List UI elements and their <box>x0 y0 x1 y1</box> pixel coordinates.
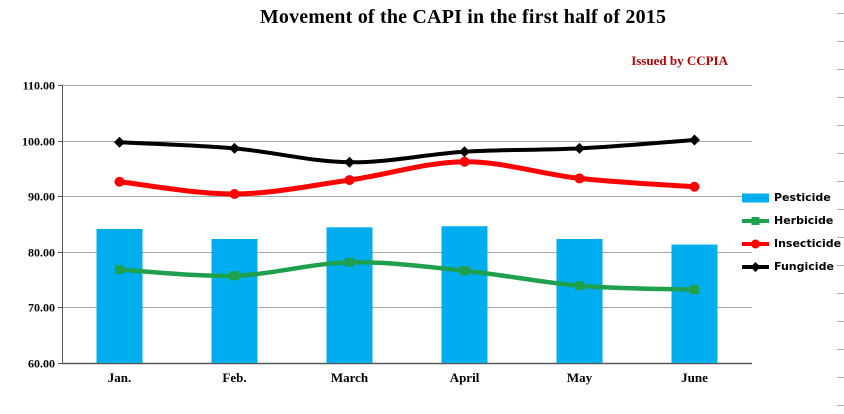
y-tick-label: 90.00 <box>28 190 55 204</box>
herbicide-marker-1 <box>230 271 239 281</box>
bar-pesticide-3 <box>441 226 488 363</box>
y-axis-labels: 60.00 70.00 80.00 90.00 100.00 110.00 <box>22 79 55 371</box>
fungicide-marker-3 <box>459 146 470 158</box>
y-tick-label: 110.00 <box>23 79 55 93</box>
chart-title: Movement of the CAPI in the first half o… <box>259 6 667 28</box>
bar-pesticide-2 <box>326 227 373 363</box>
x-tick-label: Jan. <box>108 370 131 385</box>
x-tick-label: March <box>331 370 369 385</box>
fungicide-marker-1 <box>229 142 240 154</box>
insecticide-marker-5 <box>689 181 700 192</box>
y-tick-label: 100.00 <box>22 135 55 149</box>
y-tick-label: 70.00 <box>28 301 55 315</box>
herbicide-marker-5 <box>690 285 699 295</box>
insecticide-line-path <box>117 159 697 197</box>
y-tick-label: 60.00 <box>28 357 55 371</box>
line-herbicide <box>115 257 699 295</box>
x-tick-label: June <box>681 370 708 385</box>
herbicide-marker-2 <box>345 257 354 267</box>
bar-pesticide-1 <box>211 239 258 363</box>
x-tick-label: April <box>450 370 480 385</box>
y-gridlines <box>58 85 752 365</box>
bar-pesticide-4 <box>556 239 603 363</box>
x-tick-label: May <box>567 370 593 385</box>
legend-item-herbicide: Herbicide <box>741 209 841 232</box>
x-axis-labels: Jan. Feb. March April May June <box>108 370 708 385</box>
legend-item-insecticide: Insecticide <box>741 232 841 255</box>
legend-item-pesticide: Pesticide <box>741 186 841 209</box>
herbicide-marker-4 <box>575 281 584 291</box>
herbicide-line-swatch-icon <box>742 216 769 225</box>
bar-pesticide-0 <box>96 229 143 363</box>
fungicide-marker-4 <box>574 142 585 154</box>
herbicide-marker-0 <box>115 265 124 275</box>
line-fungicide <box>114 134 700 168</box>
legend-label-herbicide: Herbicide <box>774 214 834 227</box>
fungicide-marker-0 <box>114 136 125 148</box>
herbicide-line-path <box>117 260 697 292</box>
insecticide-marker-2 <box>344 175 355 186</box>
legend-label-insecticide: Insecticide <box>774 237 842 250</box>
insecticide-marker-1 <box>229 188 240 199</box>
herbicide-marker-3 <box>460 266 469 276</box>
insecticide-marker-4 <box>574 173 585 184</box>
x-tick-label: Feb. <box>222 370 246 385</box>
fungicide-marker-5 <box>689 134 700 146</box>
line-insecticide <box>114 156 700 199</box>
fungicide-line-swatch-icon <box>742 261 769 272</box>
legend-item-fungicide: Fungicide <box>741 255 841 278</box>
issued-by-note: Issued by CCPIA <box>631 53 728 68</box>
chart-legend: Pesticide Herbicide Insecticide Fungicid… <box>741 186 841 278</box>
bar-pesticide-5 <box>671 244 718 363</box>
insecticide-marker-3 <box>459 156 470 167</box>
pesticide-bar-swatch-icon <box>742 193 769 202</box>
bars-pesticide <box>96 226 718 363</box>
y-tick-label: 80.00 <box>28 246 55 260</box>
insecticide-marker-0 <box>114 176 125 187</box>
insecticide-line-swatch-icon <box>742 239 769 248</box>
legend-label-fungicide: Fungicide <box>774 260 834 273</box>
fungicide-line-path <box>117 138 697 165</box>
fungicide-marker-2 <box>344 156 355 168</box>
legend-label-pesticide: Pesticide <box>774 191 831 204</box>
